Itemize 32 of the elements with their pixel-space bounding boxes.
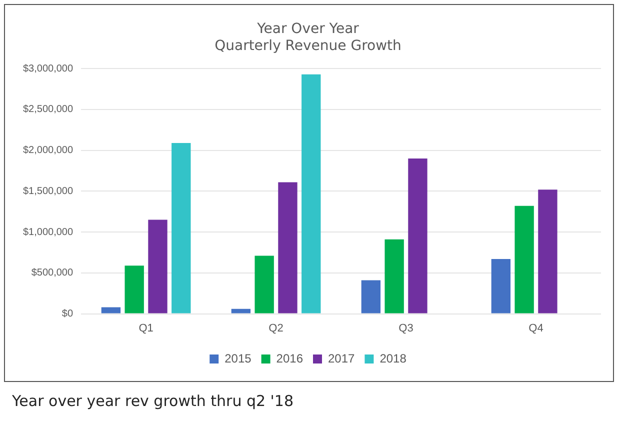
chart-title: Year Over Year (256, 21, 360, 38)
y-tick-label: $3,000,000 (22, 63, 74, 74)
bar (384, 239, 404, 314)
bar (124, 266, 144, 314)
bar (278, 182, 298, 314)
legend-label: 2015 (224, 351, 252, 366)
bar (538, 190, 558, 314)
y-tick-label: $500,000 (31, 268, 74, 279)
bar (254, 256, 274, 314)
x-tick-label: Q3 (398, 322, 414, 334)
legend-label: 2016 (276, 351, 304, 366)
x-tick-label: Q2 (268, 322, 284, 334)
bar (231, 308, 251, 314)
bar (148, 220, 168, 314)
y-tick-label: $2,500,000 (22, 104, 74, 116)
y-tick-label: $0 (62, 308, 74, 320)
bar (491, 259, 511, 314)
x-tick-label: Q1 (138, 322, 154, 334)
bar (514, 206, 534, 314)
text: Year over year rev growth thru q2 '18 (12, 392, 294, 410)
y-tick-label: $2,000,000 (22, 145, 74, 156)
bar (302, 74, 321, 314)
y-tick-label: $1,000,000 (22, 226, 74, 238)
y-tick-label: $1,500,000 (22, 186, 74, 197)
bar (361, 280, 381, 314)
x-tick-label: Q4 (528, 322, 544, 334)
bar (101, 307, 121, 314)
bar (172, 142, 191, 314)
bar (408, 158, 428, 314)
legend-label: 2018 (380, 351, 407, 366)
legend-label: 2017 (328, 351, 356, 366)
chart-subtitle: Quarterly Revenue Growth (214, 38, 402, 54)
